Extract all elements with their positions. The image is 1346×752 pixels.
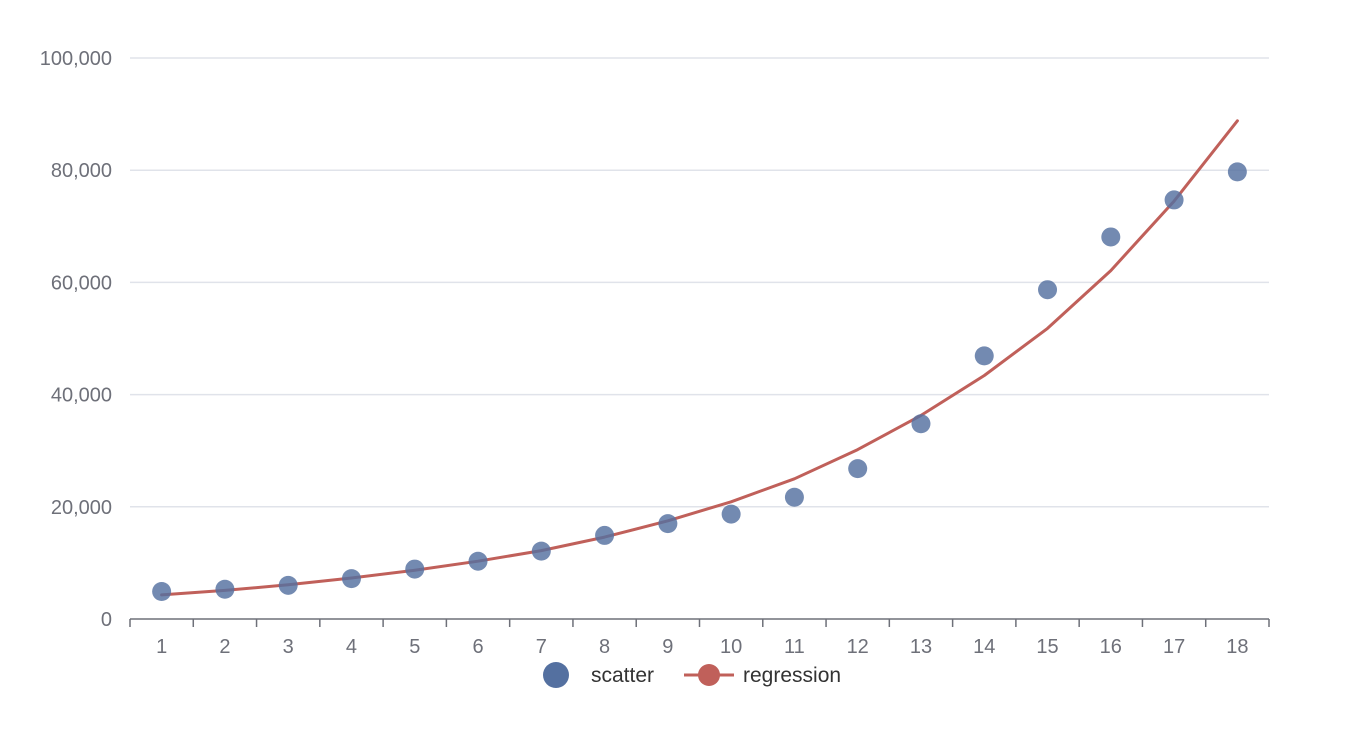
x-tick-label: 6 [472,636,483,658]
y-tick-label: 40,000 [51,385,112,407]
scatter-point[interactable] [152,582,172,602]
scatter-point[interactable] [215,579,235,599]
x-tick-label: 4 [346,636,357,658]
x-tick-label: 18 [1226,636,1248,658]
y-tick-label: 80,000 [51,160,112,182]
scatter-point[interactable] [341,569,361,589]
regression-line [160,119,1239,597]
scatter-point[interactable] [721,504,741,524]
scatter-point[interactable] [911,414,931,434]
legend-scatter-label: scatter [591,664,654,687]
legend-item-regression[interactable]: regression [684,664,841,687]
y-tick-label: 100,000 [40,48,112,70]
x-tick-label: 17 [1163,636,1185,658]
x-tick-label: 7 [536,636,547,658]
x-tick-label: 10 [720,636,742,658]
x-tick-label: 13 [910,636,932,658]
scatter-point[interactable] [595,525,615,545]
x-tick-label: 1 [156,636,167,658]
x-tick-label: 3 [283,636,294,658]
legend[interactable]: scatter regression [543,662,841,688]
x-tick-label: 16 [1100,636,1122,658]
x-tick-label: 9 [662,636,673,658]
y-axis-labels: 0 20,000 40,000 60,000 80,000 100,000 [40,48,112,631]
legend-regression-label: regression [743,664,841,687]
x-tick-label: 12 [847,636,869,658]
y-tick-label: 20,000 [51,497,112,519]
scatter-point[interactable] [531,541,551,561]
x-tick-label: 14 [973,636,995,658]
scatter-point[interactable] [1164,190,1184,210]
grid-lines [130,57,1269,508]
x-tick-label: 8 [599,636,610,658]
x-axis-labels: 1 2 3 4 5 6 7 8 9 10 11 12 13 14 15 16 17 18 [156,636,1248,658]
legend-item-scatter[interactable]: scatter [543,662,654,688]
regression-series [160,119,1239,597]
scatter-point[interactable] [1101,227,1121,247]
scatter-point[interactable] [278,575,298,595]
x-tick-label: 11 [784,636,805,658]
x-tick-label: 5 [409,636,420,658]
scatter-point[interactable] [658,514,678,534]
x-tick-label: 15 [1036,636,1058,658]
scatter-point[interactable] [1038,280,1058,300]
scatter-point[interactable] [1227,162,1247,182]
scatter-point[interactable] [974,346,994,366]
legend-scatter-marker [543,662,569,688]
scatter-point[interactable] [468,551,488,571]
x-tick-label: 2 [219,636,230,658]
scatter-point[interactable] [784,487,804,507]
scatter-point[interactable] [848,459,868,479]
y-tick-label: 0 [101,609,112,631]
y-tick-label: 60,000 [51,272,112,294]
x-axis [129,618,1270,627]
scatter-series [152,162,1247,602]
legend-regression-marker [698,664,720,686]
scatter-point[interactable] [405,559,425,579]
